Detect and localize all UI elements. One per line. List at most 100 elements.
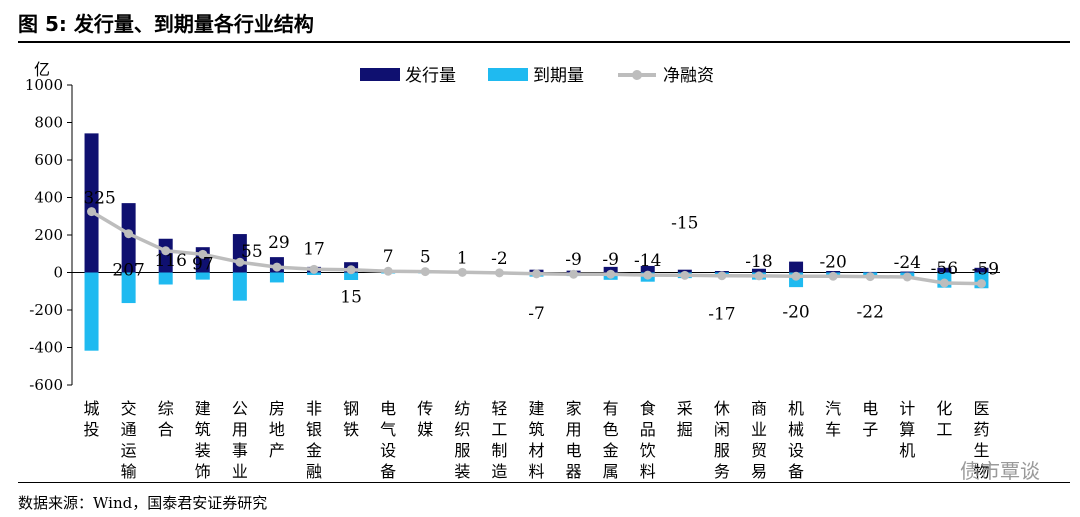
y-tick-label: 0	[53, 264, 63, 282]
net-financing-label: -17	[708, 305, 735, 325]
x-tick-label: 食品饮料	[640, 399, 656, 481]
net-financing-point	[309, 264, 319, 274]
y-tick-label: 600	[34, 151, 63, 169]
x-tick-label: 医药生物	[973, 399, 989, 481]
net-financing-point	[754, 271, 764, 281]
legend-label: 发行量	[405, 66, 456, 86]
net-financing-label: -15	[671, 213, 698, 233]
net-financing-point	[235, 257, 245, 267]
net-financing-label: -9	[602, 250, 619, 270]
x-tick-label: 公用事业	[232, 399, 248, 481]
net-financing-point	[198, 249, 208, 259]
net-financing-label: 97	[192, 254, 214, 274]
net-financing-point	[865, 272, 875, 282]
x-tick-label: 计算机	[899, 399, 915, 460]
net-financing-label: -9	[565, 250, 582, 270]
net-financing-label: 7	[383, 247, 394, 267]
x-tick-label: 钢铁	[343, 399, 359, 439]
watermark: 债市覃谈	[960, 459, 1040, 483]
net-financing-label: -20	[819, 252, 846, 272]
bar-maturity	[121, 272, 136, 304]
net-financing-point	[828, 271, 838, 281]
net-financing-label: -22	[857, 303, 884, 323]
legend-swatch	[488, 68, 528, 81]
title-rule	[18, 41, 1070, 43]
y-tick-label: 800	[34, 114, 63, 132]
net-financing-label: 5	[420, 248, 431, 268]
net-financing-point	[606, 269, 616, 279]
bar-issuance	[937, 267, 952, 273]
net-financing-point	[643, 270, 653, 280]
net-financing-label: -14	[634, 251, 661, 271]
net-financing-label: -24	[894, 253, 921, 273]
bar-maturity	[84, 272, 99, 351]
x-tick-label: 休闲服务	[714, 399, 730, 481]
legend-marker	[632, 70, 642, 80]
net-financing-point	[569, 269, 579, 279]
x-tick-label: 纺织服装	[454, 399, 470, 481]
y-tick-label: 400	[34, 189, 63, 207]
x-tick-label: 家用电器	[566, 399, 582, 481]
net-financing-point	[791, 271, 801, 281]
net-financing-point	[87, 207, 97, 217]
x-tick-label: 传媒	[417, 399, 433, 439]
net-financing-label: 1	[457, 248, 468, 268]
bar-maturity	[232, 272, 247, 301]
net-financing-point	[420, 267, 430, 277]
x-tick-label: 建筑材料	[528, 399, 544, 481]
net-financing-point	[346, 265, 356, 275]
net-financing-point	[717, 271, 727, 281]
x-tick-label: 采掘	[677, 399, 693, 439]
y-tick-label: -200	[29, 301, 63, 319]
net-financing-point	[494, 268, 504, 278]
legend-swatch	[360, 68, 400, 81]
bar-maturity	[195, 272, 210, 280]
net-financing-point	[124, 229, 134, 239]
net-financing-label: 325	[83, 189, 115, 209]
y-tick-label: 1000	[25, 76, 63, 94]
net-financing-point	[532, 269, 541, 279]
legend-label: 净融资	[663, 66, 714, 86]
legend-label: 到期量	[533, 66, 584, 86]
x-tick-label: 建筑装饰	[195, 399, 211, 481]
net-financing-point	[383, 266, 393, 276]
net-financing-label: 55	[241, 242, 263, 262]
y-tick-label: 200	[34, 226, 63, 244]
net-financing-point	[272, 262, 282, 272]
bar-issuance	[900, 271, 915, 273]
x-tick-label: 轻工制造	[491, 399, 507, 481]
source-rule	[18, 482, 1070, 483]
net-financing-point	[902, 272, 912, 282]
y-tick-label: -600	[29, 376, 63, 394]
bar-issuance	[789, 261, 804, 273]
bar-maturity	[158, 272, 173, 285]
net-financing-label: 116	[154, 251, 186, 271]
net-financing-label: -59	[972, 260, 999, 280]
x-tick-label: 交通运输	[121, 399, 137, 481]
x-tick-label: 机械设备	[788, 399, 804, 481]
bar-issuance	[158, 238, 173, 273]
net-financing-label: 15	[340, 288, 362, 308]
figure-source: 数据来源：Wind，国泰君安证券研究	[18, 494, 268, 512]
net-financing-point	[457, 267, 467, 277]
bar-issuance	[640, 265, 655, 273]
x-tick-label: 综合	[158, 399, 174, 439]
x-tick-label: 汽车	[825, 399, 841, 439]
bar-maturity	[269, 272, 284, 283]
bar-issuance	[84, 133, 99, 273]
x-tick-label: 商业贸易	[751, 399, 767, 481]
figure-title: 图 5: 发行量、到期量各行业结构	[18, 12, 314, 36]
net-financing-point	[976, 279, 986, 289]
bar-maturity	[344, 272, 359, 280]
net-financing-point	[939, 278, 949, 288]
net-financing-label: -56	[931, 259, 958, 279]
net-financing-label: 17	[303, 239, 325, 259]
net-financing-label: 207	[112, 261, 144, 281]
net-financing-point	[680, 270, 690, 280]
x-tick-label: 城投	[84, 399, 100, 439]
net-financing-label: -18	[745, 252, 772, 272]
x-tick-label: 电子	[862, 399, 878, 439]
net-financing-label: -20	[782, 302, 809, 322]
bar-issuance	[751, 268, 766, 273]
